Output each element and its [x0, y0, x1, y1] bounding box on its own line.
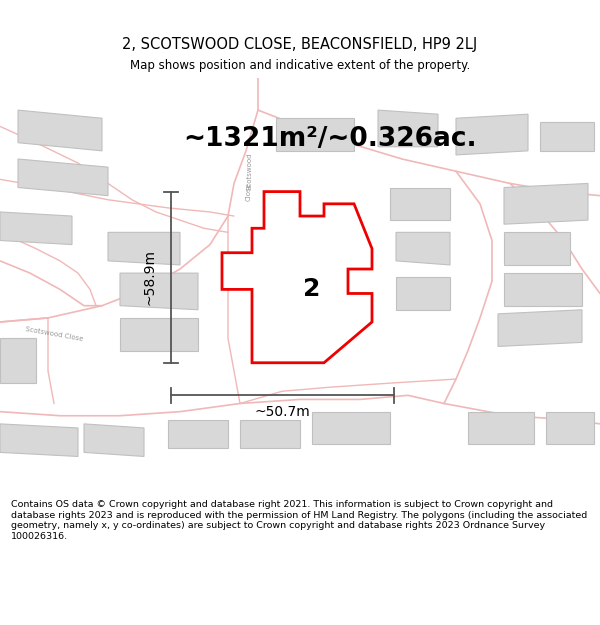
Polygon shape	[276, 118, 354, 151]
Polygon shape	[312, 412, 390, 444]
Text: ~1321m²/~0.326ac.: ~1321m²/~0.326ac.	[183, 126, 477, 152]
Polygon shape	[498, 310, 582, 346]
Polygon shape	[378, 110, 438, 147]
Polygon shape	[456, 114, 528, 155]
Text: Scotswood: Scotswood	[246, 152, 252, 190]
Polygon shape	[120, 318, 198, 351]
Polygon shape	[396, 232, 450, 265]
Text: Contains OS data © Crown copyright and database right 2021. This information is : Contains OS data © Crown copyright and d…	[11, 500, 587, 541]
Text: 2, SCOTSWOOD CLOSE, BEACONSFIELD, HP9 2LJ: 2, SCOTSWOOD CLOSE, BEACONSFIELD, HP9 2L…	[122, 38, 478, 53]
Text: Map shows position and indicative extent of the property.: Map shows position and indicative extent…	[130, 59, 470, 71]
Polygon shape	[396, 277, 450, 310]
Polygon shape	[504, 184, 588, 224]
Polygon shape	[18, 159, 108, 196]
Polygon shape	[504, 273, 582, 306]
Polygon shape	[108, 232, 180, 265]
Polygon shape	[546, 412, 594, 444]
Text: ~58.9m: ~58.9m	[143, 249, 157, 305]
Polygon shape	[240, 420, 300, 448]
Polygon shape	[0, 212, 72, 244]
Polygon shape	[120, 273, 198, 310]
Polygon shape	[504, 232, 570, 265]
Polygon shape	[222, 192, 372, 362]
Polygon shape	[18, 110, 102, 151]
Polygon shape	[84, 424, 144, 456]
Polygon shape	[468, 412, 534, 444]
Text: Scotswood Close: Scotswood Close	[25, 326, 83, 342]
Text: 2: 2	[304, 278, 320, 301]
Text: ~50.7m: ~50.7m	[254, 404, 310, 419]
Polygon shape	[540, 122, 594, 151]
Polygon shape	[168, 420, 228, 448]
Polygon shape	[390, 188, 450, 220]
Text: Close: Close	[246, 182, 252, 201]
Polygon shape	[0, 338, 36, 383]
Polygon shape	[0, 424, 78, 456]
